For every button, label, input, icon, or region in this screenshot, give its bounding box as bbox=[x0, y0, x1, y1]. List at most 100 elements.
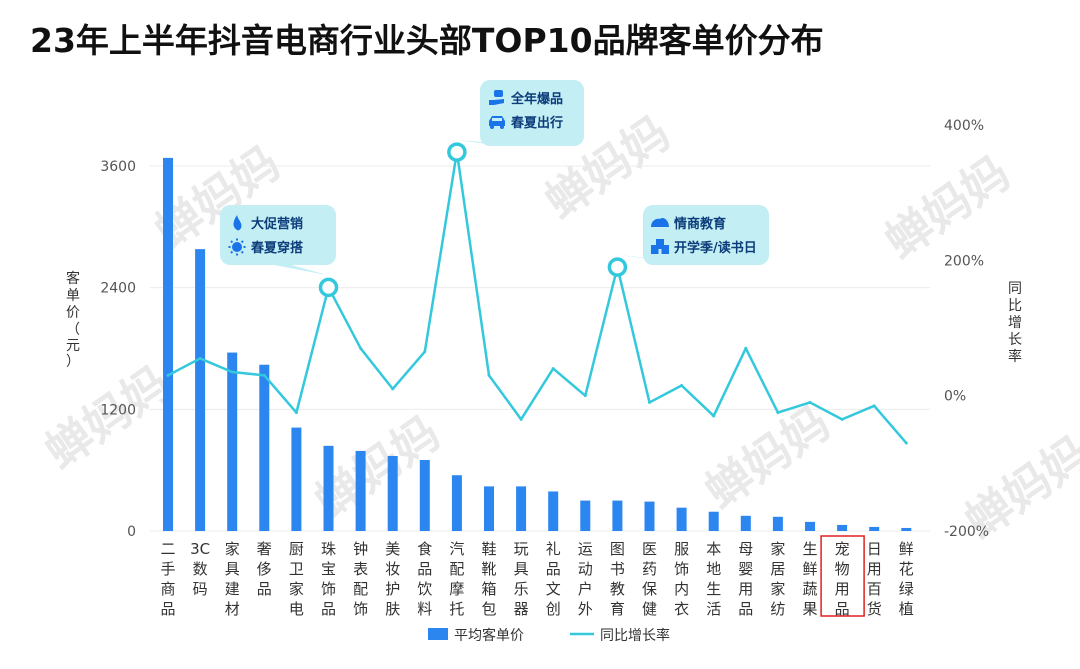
car-icon bbox=[489, 116, 505, 129]
callout-box bbox=[480, 80, 584, 146]
category-char: 家 bbox=[289, 580, 304, 598]
tower bbox=[656, 239, 664, 246]
category-char: 日 bbox=[867, 540, 882, 558]
line-point-二手商品 bbox=[166, 373, 170, 377]
callout-label: 春夏出行 bbox=[510, 115, 563, 131]
hand-money-icon bbox=[489, 90, 504, 105]
watermark-text: 蝉妈妈 bbox=[695, 396, 839, 519]
bar-母婴用品 bbox=[740, 515, 751, 531]
line-point-食品饮料 bbox=[423, 350, 427, 354]
line-point-美妆护肤 bbox=[391, 387, 395, 391]
watermark-text: 蝉妈妈 bbox=[875, 146, 1019, 269]
category-char: 服 bbox=[674, 540, 689, 558]
category-char: 创 bbox=[546, 600, 561, 618]
bar-美妆护肤 bbox=[387, 455, 398, 531]
right-tick-label: 200% bbox=[944, 253, 984, 269]
category-char: 肤 bbox=[385, 600, 400, 618]
line-point-生鲜蔬果 bbox=[808, 400, 812, 404]
line-point-钟表配饰 bbox=[359, 346, 363, 350]
category-char: 鲜 bbox=[899, 540, 914, 558]
bar-家居家纺 bbox=[772, 516, 783, 531]
category-char: 饮 bbox=[417, 580, 432, 598]
callout-pointer bbox=[617, 255, 712, 263]
bar-医药保健 bbox=[644, 501, 655, 531]
bar-家具建材 bbox=[227, 352, 238, 531]
bar-本地生活 bbox=[708, 511, 719, 531]
category-char: 育 bbox=[610, 600, 625, 618]
bar-珠宝饰品 bbox=[323, 445, 334, 531]
category-char: 货 bbox=[867, 600, 882, 618]
category-char: 地 bbox=[706, 560, 721, 578]
category-char: 宠 bbox=[835, 540, 850, 558]
school-icon bbox=[651, 239, 669, 254]
line-point-厨卫家电 bbox=[294, 411, 298, 415]
category-char: 花 bbox=[899, 560, 914, 578]
category-char: 品 bbox=[257, 580, 272, 598]
callout-point-marker bbox=[318, 277, 339, 298]
category-char: 蔬 bbox=[802, 580, 817, 598]
line-point-母婴用品 bbox=[744, 346, 748, 350]
callout-label: 开学季/读书日 bbox=[674, 240, 757, 256]
category-char: 运 bbox=[578, 540, 593, 558]
bar-二手商品 bbox=[163, 157, 173, 531]
category-char: 靴 bbox=[481, 560, 496, 578]
category-char: 家 bbox=[770, 540, 785, 558]
sun-ray bbox=[230, 240, 234, 244]
axis-title-char: 增 bbox=[1008, 315, 1022, 331]
category-char: 包 bbox=[481, 600, 496, 618]
axis-title-char: 比 bbox=[1008, 298, 1022, 314]
bar-series bbox=[163, 157, 912, 531]
car-window bbox=[492, 118, 502, 121]
category-char: 活 bbox=[706, 600, 721, 618]
category-char: 品 bbox=[417, 560, 432, 578]
category-char: 二 bbox=[160, 540, 175, 558]
category-char: 手 bbox=[160, 560, 175, 578]
category-char: 具 bbox=[514, 560, 529, 578]
bar-日用百货 bbox=[869, 526, 880, 531]
sun-icon bbox=[228, 238, 246, 256]
category-char: 动 bbox=[578, 560, 593, 578]
category-char: 具 bbox=[225, 560, 240, 578]
sun-ray bbox=[240, 240, 244, 244]
category-char: 食 bbox=[417, 540, 432, 558]
category-char: 品 bbox=[738, 600, 753, 618]
legend-label-bar: 平均客单价 bbox=[454, 627, 524, 644]
line-point-本地生活 bbox=[712, 414, 716, 418]
category-char: 用 bbox=[738, 580, 753, 598]
callout-box bbox=[220, 205, 336, 265]
bar-生鲜蔬果 bbox=[805, 521, 815, 531]
category-char: 托 bbox=[449, 600, 464, 618]
category-char: 乐 bbox=[514, 580, 529, 598]
category-char: 品 bbox=[160, 600, 175, 618]
category-label-3C数码: 3C 数码 bbox=[190, 540, 210, 598]
category-char: 配 bbox=[449, 560, 464, 578]
category-char: 材 bbox=[225, 600, 240, 618]
category-label-奢侈品: 奢侈品 bbox=[257, 540, 272, 598]
category-char: 品 bbox=[835, 600, 850, 618]
category-char: 宝 bbox=[321, 560, 336, 578]
category-char: 鲜 bbox=[802, 560, 817, 578]
axis-title-char: 率 bbox=[1008, 348, 1022, 365]
line-point-鲜花绿植 bbox=[904, 441, 908, 445]
callout-box bbox=[643, 205, 769, 265]
sun-ray bbox=[230, 250, 234, 254]
category-char: 玩 bbox=[514, 540, 529, 558]
axis-title-char: 同 bbox=[1008, 281, 1022, 297]
line-point-家具建材 bbox=[230, 370, 234, 374]
category-char: 卫 bbox=[289, 560, 304, 578]
line-point-鞋靴箱包 bbox=[487, 373, 491, 377]
category-char: 珠 bbox=[321, 540, 336, 558]
bar-玩具乐器 bbox=[516, 486, 527, 531]
